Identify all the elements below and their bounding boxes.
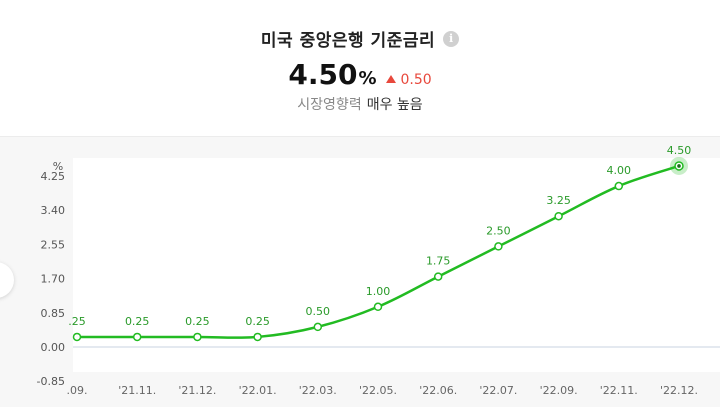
x-tick-label: '22.03.	[299, 384, 337, 397]
data-point	[132, 332, 142, 342]
x-tick-label: '21.12.	[178, 384, 216, 397]
data-label: 0.50	[306, 305, 331, 318]
data-label: .25	[68, 315, 86, 328]
y-tick-label: 1.70	[41, 273, 66, 286]
data-point	[554, 211, 563, 221]
y-axis-label: %	[53, 160, 63, 173]
x-tick-label: '22.05.	[359, 384, 397, 397]
data-point	[253, 332, 262, 342]
rate-change: 0.50	[386, 72, 432, 88]
series-line	[76, 164, 680, 339]
data-label: 0.25	[125, 315, 150, 328]
x-tick-label: '22.06.	[419, 384, 457, 397]
influence-row: 시장영향력 매우 높음	[0, 94, 720, 114]
y-tick-label: 4.25	[41, 170, 66, 183]
info-icon[interactable]: i	[443, 30, 460, 47]
data-label: 4.50	[667, 144, 692, 157]
rate-change-value: 0.50	[400, 72, 432, 88]
x-tick-label: '22.01.	[239, 384, 277, 397]
data-point-center	[677, 164, 681, 168]
y-tick-label: 0.85	[41, 307, 66, 320]
data-label: 0.25	[245, 315, 270, 328]
y-tick-label: -0.85	[37, 375, 65, 388]
value-row: 4.50 % 0.50	[0, 58, 720, 91]
x-tick-label: .09.	[67, 384, 88, 397]
data-label: 1.00	[366, 285, 391, 298]
page-title: 미국 중앙은행 기준금리	[260, 31, 436, 51]
data-label: 3.25	[546, 194, 571, 207]
influence-label: 시장영향력	[297, 97, 362, 113]
x-tick-label: '22.11.	[600, 384, 638, 397]
rate-value: 4.50	[288, 58, 358, 91]
x-tick-label: '22.07.	[479, 384, 517, 397]
title-row: 미국 중앙은행 기준금리 i	[0, 26, 720, 51]
rate-header: 미국 중앙은행 기준금리 i 4.50 % 0.50 시장영향력 매우 높음	[0, 0, 720, 137]
data-point	[193, 332, 202, 342]
scroll-handle[interactable]	[0, 262, 14, 298]
data-point	[373, 302, 383, 312]
y-tick-label: 0.00	[41, 341, 66, 354]
x-tick-label: '21.11.	[118, 384, 156, 397]
rate-unit: %	[358, 68, 377, 89]
data-label: 0.25	[185, 315, 210, 328]
data-label: 2.50	[486, 224, 511, 237]
x-tick-label: '22.12.	[660, 384, 698, 397]
triangle-up-icon	[386, 75, 397, 83]
data-point	[614, 181, 624, 191]
data-point	[313, 322, 323, 332]
y-tick-label: 2.55	[41, 238, 66, 251]
y-tick-label: 3.40	[41, 204, 66, 217]
data-point	[433, 272, 443, 281]
influence-value: 매우 높음	[366, 97, 423, 113]
data-label: 4.00	[607, 164, 632, 177]
x-tick-label: '22.09.	[540, 384, 578, 397]
data-label: 1.75	[426, 255, 451, 268]
data-point	[72, 332, 82, 342]
plot-background	[73, 158, 720, 372]
data-point	[494, 242, 503, 251]
